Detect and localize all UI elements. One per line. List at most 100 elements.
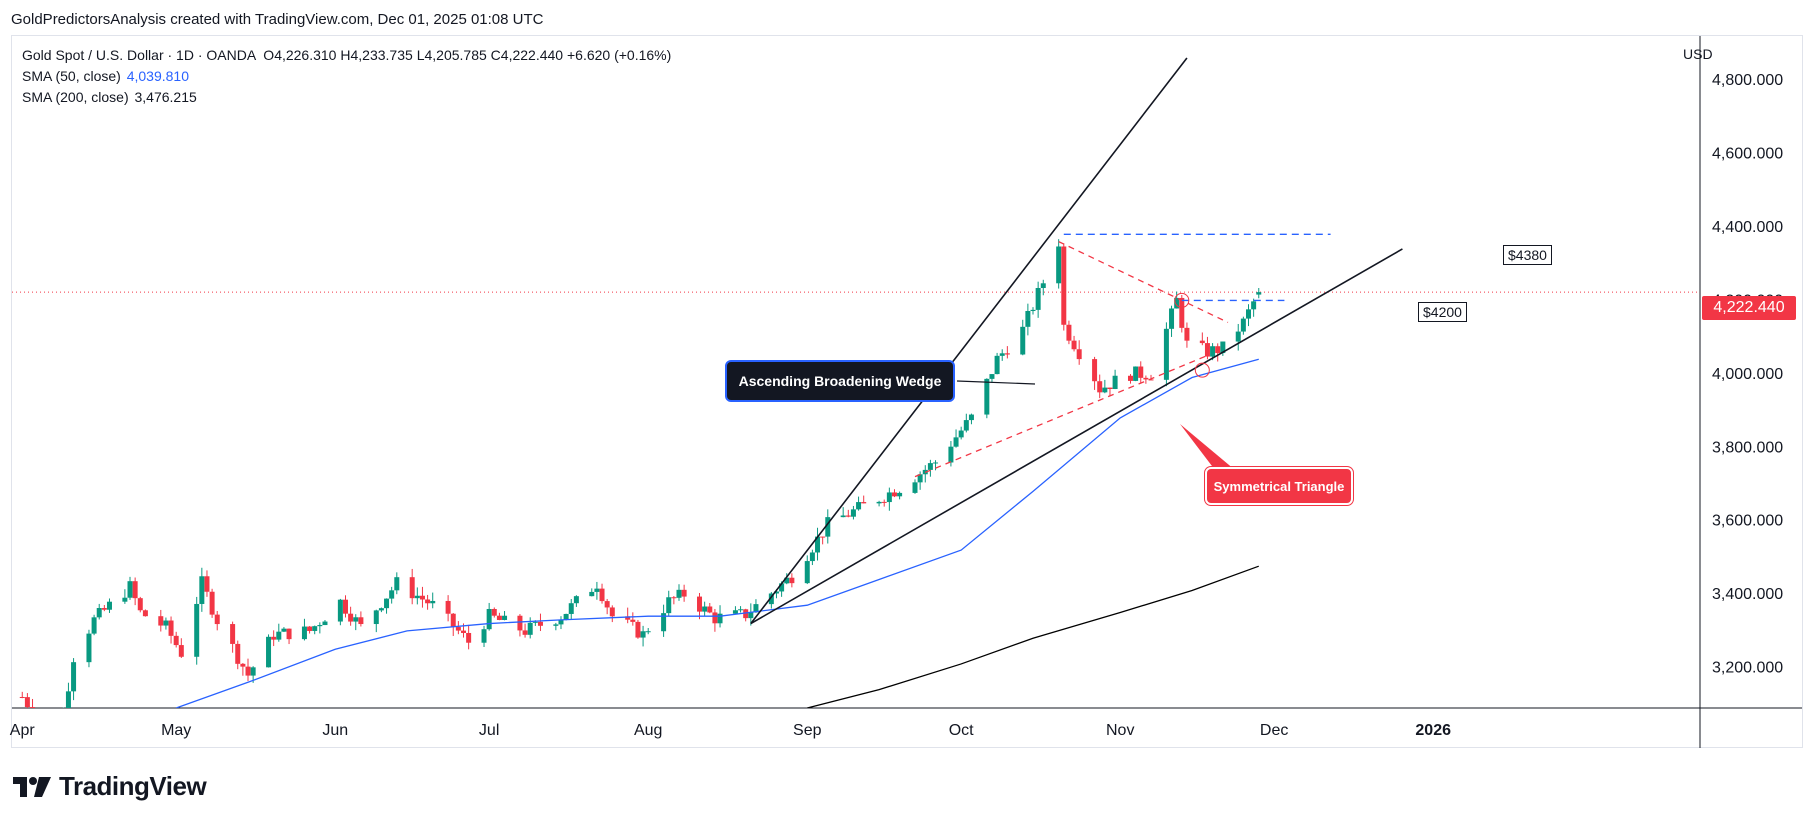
candle-body	[301, 626, 307, 640]
candle-body	[250, 667, 256, 676]
candle-body	[753, 604, 759, 613]
candle-body	[891, 492, 897, 497]
candle-body	[158, 616, 164, 626]
candle-body	[553, 624, 559, 626]
candle-body	[881, 501, 887, 503]
last-price-badge: 4,222.440	[1702, 296, 1796, 320]
wedge-callout[interactable]: Ascending Broadening Wedge	[725, 360, 955, 402]
sma50-value: 4,039.810	[126, 68, 190, 84]
candle-body	[137, 598, 143, 611]
candle-body	[91, 617, 97, 634]
candle-body	[661, 613, 667, 632]
target-mid-tag[interactable]: $4200	[1418, 302, 1467, 322]
candle-body	[486, 608, 492, 630]
sma200-line[interactable]	[807, 565, 1259, 708]
candle-body	[373, 610, 379, 625]
candle-body	[1240, 318, 1246, 332]
candle-body	[984, 378, 990, 415]
chart-caption: GoldPredictorsAnalysis created with Trad…	[11, 11, 544, 28]
candle-body	[96, 608, 102, 618]
x-tick-label: 2026	[1415, 722, 1451, 739]
candle-body	[820, 536, 826, 538]
candle-body	[496, 615, 502, 620]
sma50-row[interactable]: SMA (50, close) 4,039.810	[22, 66, 671, 87]
x-tick-label: Jul	[479, 722, 499, 739]
wedge-lower-line[interactable]	[750, 248, 1403, 625]
candle-body	[707, 606, 713, 613]
candle-body	[230, 624, 236, 644]
candle-body	[1138, 366, 1144, 378]
candle-body	[599, 588, 605, 602]
candle-body	[927, 463, 933, 470]
wedge-upper-line[interactable]	[750, 57, 1188, 625]
candle-body	[1169, 308, 1175, 329]
candle-body	[425, 599, 431, 604]
candle-body	[717, 613, 723, 624]
sma200-label: SMA (200, close)	[22, 89, 129, 105]
candle-body	[245, 666, 251, 676]
low-value: 4,205.785	[424, 47, 487, 63]
candle-body	[609, 607, 615, 617]
chart-frame[interactable]	[11, 35, 1803, 748]
candle-body	[635, 621, 641, 638]
candle-body	[65, 691, 71, 708]
target-high-tag[interactable]: $4380	[1503, 245, 1552, 265]
change-value: +6.620 (+0.16%)	[566, 47, 672, 63]
candle-body	[1030, 309, 1036, 311]
chart-legend: Gold Spot / U.S. Dollar · 1D · OANDA O4,…	[22, 45, 671, 108]
candle-body	[558, 619, 564, 625]
candle-body	[106, 601, 112, 610]
candle-body	[804, 561, 810, 584]
candle-body	[384, 598, 390, 609]
candle-body	[101, 608, 107, 610]
candle-body	[989, 374, 995, 379]
candle-body	[56, 732, 61, 744]
candle-body	[1112, 375, 1118, 390]
y-tick-label: 4,800.000	[1712, 72, 1783, 89]
candle-body	[235, 643, 241, 664]
triangle-lower-line[interactable]	[914, 354, 1208, 478]
candle-body	[1163, 328, 1169, 380]
candle-body	[815, 536, 821, 553]
x-tick-label: Aug	[634, 722, 662, 739]
candle-body	[850, 509, 856, 517]
candle-body	[963, 420, 969, 431]
candle-body	[1107, 387, 1113, 390]
triangle-callout[interactable]: Symmetrical Triangle	[1205, 467, 1353, 505]
candle-body	[430, 600, 436, 604]
symbol-name[interactable]: Gold Spot / U.S. Dollar · 1D · OANDA	[22, 47, 256, 63]
candle-body	[1215, 346, 1221, 354]
candle-body	[214, 614, 220, 625]
candle-body	[968, 414, 974, 421]
candle-body	[86, 633, 92, 663]
touch-marker-top	[1174, 292, 1190, 308]
candle-body	[307, 626, 313, 631]
candle-body	[122, 597, 128, 602]
tradingview-logo[interactable]: TradingView	[13, 771, 207, 802]
candle-body	[748, 612, 754, 619]
candle-body	[1020, 326, 1026, 355]
sma50-line[interactable]	[175, 358, 1259, 708]
candle-body	[681, 589, 687, 597]
candle-body	[1056, 246, 1062, 284]
candle-body	[1199, 340, 1205, 344]
candle-body	[1251, 301, 1257, 310]
candle-body	[856, 502, 862, 510]
candle-body	[127, 581, 133, 598]
low-label: L	[416, 47, 425, 63]
candle-body	[958, 430, 964, 438]
candle-body	[1143, 377, 1149, 380]
candle-body	[30, 707, 36, 708]
candle-body	[502, 615, 508, 620]
candle-body	[1035, 288, 1041, 310]
triangle-upper-line[interactable]	[1058, 241, 1229, 324]
currency-label[interactable]: USD	[1683, 46, 1713, 62]
y-tick-label: 4,000.000	[1712, 366, 1783, 383]
candle-body	[1092, 359, 1098, 382]
candle-body	[1184, 327, 1190, 341]
candle-body	[1076, 349, 1082, 360]
sma200-row[interactable]: SMA (200, close) 3,476.215	[22, 87, 671, 108]
candle-body	[312, 626, 318, 631]
y-tick-label: 4,600.000	[1712, 146, 1783, 163]
